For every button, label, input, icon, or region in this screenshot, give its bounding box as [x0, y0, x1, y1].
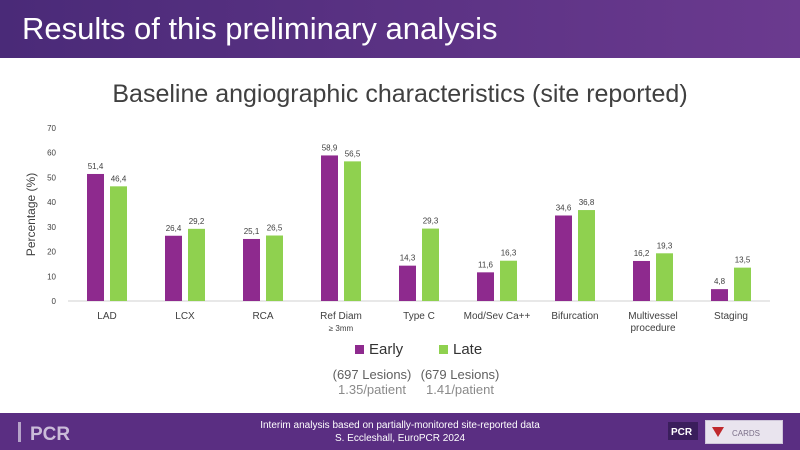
x-tick-label: Staging	[714, 311, 748, 322]
y-tick-label: 50	[47, 173, 56, 182]
europcr-logo: PCR	[18, 422, 70, 444]
y-tick-label: 70	[47, 124, 56, 133]
svg-text:PCR: PCR	[30, 424, 70, 444]
bar-late	[422, 228, 439, 301]
bar-early	[711, 289, 728, 301]
x-tick-label: Mod/Sev Ca++	[464, 311, 531, 322]
bar-late	[656, 253, 673, 301]
y-tick-label: 20	[47, 248, 56, 257]
data-label-late: 56,5	[345, 149, 361, 158]
data-label-late: 26,5	[267, 224, 283, 233]
data-label-early: 51,4	[88, 162, 104, 171]
data-label-late: 29,3	[423, 217, 439, 226]
early-lesion-summary: (697 Lesions) 1.35/patient	[332, 367, 412, 397]
late-lesion-count: (679 Lesions)	[420, 367, 500, 382]
bar-late	[110, 186, 127, 301]
svg-text:PCR: PCR	[671, 427, 693, 438]
y-tick-label: 30	[47, 223, 56, 232]
x-tick-label: Bifurcation	[551, 311, 598, 322]
bar-early	[165, 235, 182, 301]
x-tick-label: LAD	[97, 311, 116, 322]
chart-title: Baseline angiographic characteristics (s…	[112, 80, 688, 108]
legend-swatch-early	[355, 345, 364, 354]
y-tick-label: 60	[47, 149, 56, 158]
legend-label-early: Early	[369, 341, 404, 358]
data-label-early: 16,2	[634, 249, 650, 258]
partner-logo: CARDS	[705, 420, 783, 444]
bar-late	[344, 161, 361, 301]
early-lesion-count: (697 Lesions)	[332, 367, 412, 382]
footer-bar: PCR Interim analysis based on partially-…	[0, 413, 800, 450]
data-label-early: 58,9	[322, 143, 338, 152]
early-per-patient: 1.35/patient	[338, 382, 406, 397]
data-label-late: 46,4	[111, 174, 127, 183]
bar-early	[243, 238, 260, 301]
data-label-early: 14,3	[400, 254, 416, 263]
bar-late	[188, 228, 205, 301]
bar-early	[87, 173, 104, 301]
late-lesion-summary: (679 Lesions) 1.41/patient	[420, 367, 500, 397]
x-tick-label: RCA	[252, 311, 273, 322]
footer-note: Interim analysis based on partially-moni…	[0, 419, 800, 445]
svg-text:CARDS: CARDS	[732, 429, 760, 438]
bar-early	[399, 265, 416, 301]
data-label-late: 29,2	[189, 217, 205, 226]
bar-late	[500, 260, 517, 301]
data-label-late: 13,5	[735, 256, 751, 265]
pcr-mini-logo: PCR	[668, 422, 698, 440]
data-label-late: 36,8	[579, 198, 595, 207]
bar-early	[555, 215, 572, 301]
y-tick-label: 10	[47, 272, 56, 281]
x-tick-label: LCX	[175, 311, 195, 322]
y-tick-label: 40	[47, 198, 56, 207]
data-label-early: 34,6	[556, 203, 572, 212]
data-label-early: 25,1	[244, 227, 260, 236]
legend-label-late: Late	[453, 341, 483, 358]
bar-late	[578, 210, 595, 301]
footer-line-2: S. Eccleshall, EuroPCR 2024	[334, 433, 466, 444]
data-label-late: 19,3	[657, 241, 673, 250]
bar-early	[633, 260, 650, 301]
legend-swatch-late	[439, 345, 448, 354]
bar-chart: Percentage (%) 0 10 20 30 40 50 60 70 51,4 46,4 LAD…	[24, 124, 770, 334]
x-tick-label: Multivessel	[628, 311, 677, 322]
x-tick-label: Type C	[403, 311, 435, 322]
bar-late	[734, 267, 751, 301]
y-axis-label: Percentage (%)	[24, 173, 38, 256]
x-tick-label: Ref Diam	[320, 311, 362, 322]
data-label-early: 11,6	[478, 260, 494, 269]
data-label-early: 4,8	[714, 277, 726, 286]
page-title: Results of this preliminary analysis	[22, 11, 498, 46]
data-label-late: 16,3	[501, 249, 517, 258]
x-tick-label: procedure	[630, 323, 675, 334]
data-label-early: 26,4	[166, 224, 182, 233]
footer-line-1: Interim analysis based on partially-moni…	[260, 420, 540, 431]
bar-early	[477, 272, 494, 301]
y-tick-label: 0	[52, 297, 57, 306]
late-per-patient: 1.41/patient	[426, 382, 494, 397]
x-tick-label: ≥ 3mm	[329, 324, 354, 333]
bar-early	[321, 155, 338, 301]
bar-late	[266, 235, 283, 301]
header-bar: Results of this preliminary analysis	[0, 0, 800, 58]
